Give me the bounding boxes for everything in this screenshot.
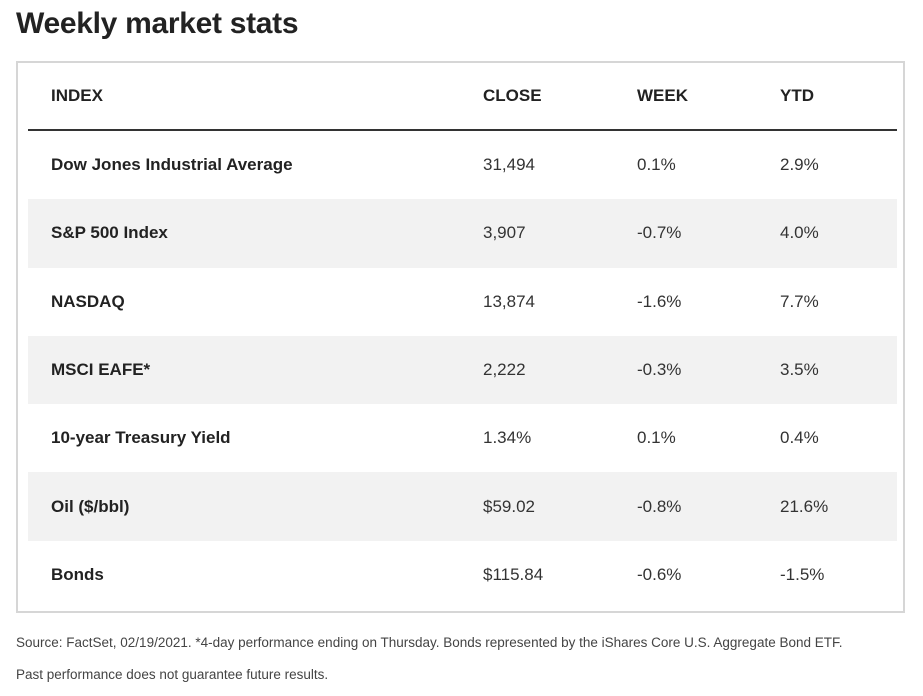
ytd-cell: 2.9% [780,155,819,175]
week-cell: -0.7% [637,199,780,268]
ytd-cell: 4.0% [780,199,897,268]
table-row: NASDAQ 13,874 -1.6% 7.7% [28,268,897,336]
ytd-cell: 3.5% [780,335,897,405]
index-name-cell: MSCI EAFE* [28,335,483,405]
close-cell: 2,222 [483,335,637,405]
market-stats-table-container: INDEX CLOSE WEEK YTD Dow Jones Industria… [16,61,905,613]
ytd-cell: -1.5% [780,564,825,584]
table-header-row: INDEX CLOSE WEEK YTD [28,63,897,131]
table-row: Oil ($/bbl) $59.02 -0.8% 21.6% [28,472,897,541]
market-stats-table: INDEX CLOSE WEEK YTD Dow Jones Industria… [28,63,897,609]
column-header-week: WEEK [637,63,780,131]
table-row: MSCI EAFE* 2,222 -0.3% 3.5% [28,335,897,405]
index-name-cell: NASDAQ [51,291,125,311]
week-cell: -0.3% [637,335,780,405]
page-title: Weekly market stats [16,7,299,40]
close-cell: 13,874 [483,291,535,311]
week-cell: -0.6% [637,564,682,584]
ytd-cell: 0.4% [780,428,819,448]
disclaimer-footnote: Past performance does not guarantee futu… [16,667,329,682]
week-cell: 0.1% [637,428,676,448]
ytd-cell: 21.6% [780,472,897,541]
column-header-ytd: YTD [780,63,897,131]
source-footnote: Source: FactSet, 02/19/2021. *4-day perf… [16,635,843,650]
index-name-cell: Dow Jones Industrial Average [51,155,293,175]
table-row: Dow Jones Industrial Average 31,494 0.1%… [28,130,897,199]
column-header-index: INDEX [28,63,483,131]
week-cell: -0.8% [637,472,780,541]
ytd-cell: 7.7% [780,291,819,311]
index-name-cell: S&P 500 Index [28,199,483,268]
close-cell: 31,494 [483,155,535,175]
close-cell: $115.84 [483,564,544,584]
table-row: Bonds $115.84 -0.6% -1.5% [28,541,897,609]
index-name-cell: 10-year Treasury Yield [51,428,231,448]
table-row: S&P 500 Index 3,907 -0.7% 4.0% [28,199,897,268]
column-header-close: CLOSE [483,63,637,131]
week-cell: -1.6% [637,291,682,311]
close-cell: $59.02 [483,472,637,541]
close-cell: 3,907 [483,199,637,268]
table-row: 10-year Treasury Yield 1.34% 0.1% 0.4% [28,404,897,472]
close-cell: 1.34% [483,428,532,448]
index-name-cell: Bonds [51,564,104,584]
index-name-cell: Oil ($/bbl) [28,472,483,541]
week-cell: 0.1% [637,155,676,175]
